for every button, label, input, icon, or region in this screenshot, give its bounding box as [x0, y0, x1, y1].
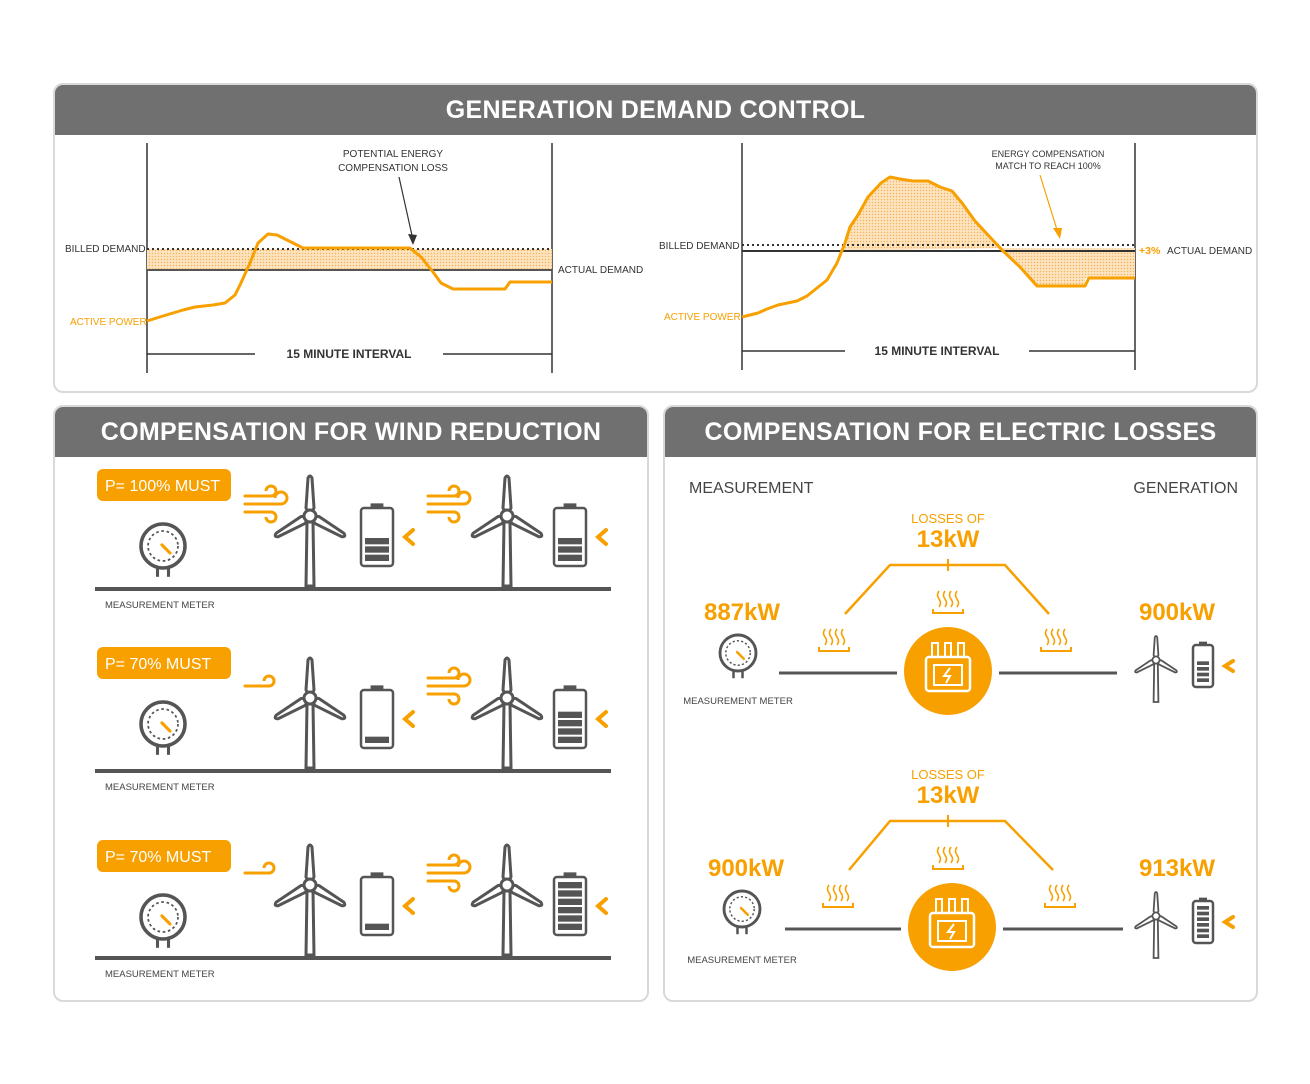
generation-demand-panel: GENERATION DEMAND CONTROL POTENTIAL ENER… — [53, 83, 1258, 393]
measurement-meter-label: MEASUREMENT METER — [105, 600, 215, 611]
wind-turbine-icon — [273, 474, 347, 588]
right-billed-demand-label: BILLED DEMAND — [659, 241, 740, 252]
left-billed-demand-label: BILLED DEMAND — [65, 244, 146, 255]
generation-kw-value: 900kW — [1139, 599, 1215, 626]
measurement-meter-icon — [139, 700, 187, 755]
wind-turbine-icon — [1134, 635, 1178, 703]
energy-surplus-area — [844, 177, 1000, 251]
wind-icon — [426, 666, 472, 706]
losses-label: LOSSES OF — [911, 767, 985, 782]
transformer-icon — [908, 883, 996, 971]
right-interval-label: 15 MINUTE INTERVAL — [875, 344, 1000, 358]
wind-row: P= 100% MUST MEASUREMENT METER — [95, 469, 611, 611]
wind-icon — [243, 861, 276, 875]
heat-icon — [822, 884, 854, 908]
active-power-line — [146, 232, 552, 323]
electric-losses-title: COMPENSATION FOR ELECTRIC LOSSES — [665, 407, 1256, 457]
battery-icon — [552, 685, 608, 750]
generation-demand-title: GENERATION DEMAND CONTROL — [55, 85, 1256, 135]
measurement-meter-icon — [139, 893, 187, 948]
battery-icon — [1191, 897, 1235, 945]
left-actual-demand-label: ACTUAL DEMAND — [558, 265, 643, 276]
wind-turbine-icon — [273, 656, 347, 770]
wind-turbine-icon — [470, 656, 544, 770]
must-label: P= 70% MUST — [105, 656, 211, 673]
losses-value: 13kW — [917, 782, 980, 809]
right-actual-demand-label: ACTUAL DEMAND — [1167, 246, 1252, 257]
wind-icon — [426, 853, 472, 893]
heat-icon — [1044, 884, 1076, 908]
measurement-meter-icon — [139, 522, 187, 577]
must-label: P= 70% MUST — [105, 849, 211, 866]
losses-label: LOSSES OF — [911, 511, 985, 526]
transformer-icon — [904, 627, 992, 715]
wind-icon — [243, 674, 276, 688]
meter-kw-value: 900kW — [708, 855, 784, 882]
wind-icon — [243, 484, 289, 524]
left-annotation-line2: COMPENSATION LOSS — [338, 163, 448, 174]
left-annotation-line1: POTENTIAL ENERGY — [343, 149, 444, 160]
heat-icon — [932, 590, 964, 614]
wind-turbine-icon — [470, 474, 544, 588]
right-active-power-line — [741, 175, 1135, 319]
measurement-heading: MEASUREMENT — [689, 480, 814, 497]
left-interval-label: 15 MINUTE INTERVAL — [287, 347, 412, 361]
battery-icon — [359, 872, 415, 937]
battery-icon — [1191, 641, 1235, 689]
heat-icon — [932, 846, 964, 870]
demand-charts: POTENTIAL ENERGY COMPENSATION LOSS BILLE… — [65, 143, 1252, 373]
wind-row: P= 70% MUST MEASUREMENT METER — [95, 840, 611, 980]
battery-icon — [552, 872, 608, 937]
must-label: P= 100% MUST — [105, 478, 220, 495]
compensation-loss-area — [147, 249, 552, 270]
left-active-power-label: ACTIVE POWER — [70, 317, 147, 328]
generation-heading: GENERATION — [1133, 480, 1238, 497]
wind-icon — [426, 484, 472, 524]
battery-icon — [552, 503, 608, 568]
heat-icon — [818, 628, 850, 652]
generation-kw-value: 913kW — [1139, 855, 1215, 882]
battery-icon — [359, 685, 415, 750]
right-demand-chart: ENERGY COMPENSATION MATCH TO REACH 100% … — [659, 143, 1252, 370]
wind-row: P= 70% MUST MEASUREMENT METER — [95, 647, 611, 793]
meter-kw-value: 887kW — [704, 599, 780, 626]
wind-reduction-title: COMPENSATION FOR WIND REDUCTION — [55, 407, 647, 457]
right-active-power-label: ACTIVE POWER — [664, 312, 741, 323]
right-annotation-line1: ENERGY COMPENSATION — [992, 149, 1105, 159]
losses-value: 13kW — [917, 526, 980, 553]
wind-turbine-icon — [470, 843, 544, 957]
measurement-meter-label: MEASUREMENT METER — [105, 969, 215, 980]
electric-losses-panel: COMPENSATION FOR ELECTRIC LOSSES MEASURE… — [663, 405, 1258, 1002]
measurement-meter-label: MEASUREMENT METER — [683, 696, 793, 707]
measurement-meter-icon — [722, 889, 762, 935]
wind-turbine-icon — [273, 843, 347, 957]
measurement-meter-label: MEASUREMENT METER — [687, 955, 797, 966]
heat-icon — [1040, 628, 1072, 652]
losses-rows: MEASUREMENT GENERATION LOSSES OF13kW887k… — [683, 480, 1238, 971]
battery-icon — [359, 503, 415, 568]
measurement-meter-icon — [718, 633, 758, 679]
plus-three-label: +3% — [1139, 245, 1161, 257]
wind-reduction-panel: COMPENSATION FOR WIND REDUCTION P= 100% … — [53, 405, 649, 1002]
left-demand-chart: POTENTIAL ENERGY COMPENSATION LOSS BILLE… — [65, 143, 643, 373]
right-annotation-line2: MATCH TO REACH 100% — [995, 161, 1101, 171]
wind-turbine-icon — [1134, 891, 1178, 959]
measurement-meter-label: MEASUREMENT METER — [105, 782, 215, 793]
